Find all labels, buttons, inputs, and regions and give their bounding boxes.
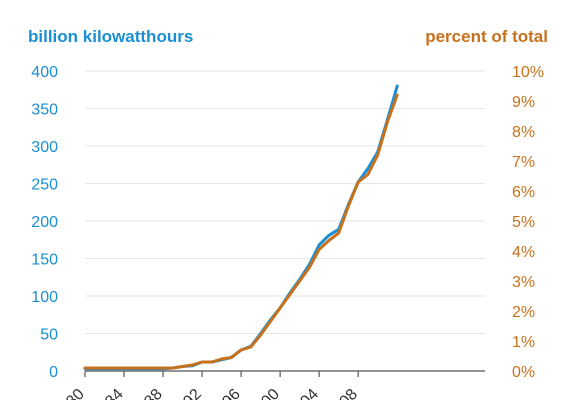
right-tick-label: 10% [512, 64, 544, 81]
x-tick-label: 80 [63, 386, 88, 400]
right-tick-label: 4% [512, 244, 535, 261]
left-tick-label: 0 [49, 364, 58, 381]
x-tick-label: 00 [258, 386, 283, 400]
left-tick-label: 350 [31, 102, 58, 119]
right-tick-label: 0% [512, 364, 535, 381]
right-tick-label: 5% [512, 214, 535, 231]
left-tick-label: 100 [31, 289, 58, 306]
x-axis-ticks: 80 84 88 92 96 00 04 08 [63, 370, 485, 400]
right-tick-label: 7% [512, 154, 535, 171]
gridlines [85, 70, 485, 334]
right-tick-label: 3% [512, 274, 535, 291]
x-tick-label: 84 [102, 386, 127, 400]
billion-kwh-line [83, 84, 399, 371]
percent-of-total-line [83, 93, 399, 370]
x-tick-label: 04 [297, 386, 322, 400]
right-tick-label: 6% [512, 184, 535, 201]
left-axis-title: billion kilowatthours [28, 27, 193, 46]
right-axis-title: percent of total [425, 27, 548, 46]
x-tick-label: 08 [336, 386, 361, 400]
x-tick-label: 92 [180, 386, 205, 400]
left-tick-label: 250 [31, 177, 58, 194]
left-tick-label: 200 [31, 214, 58, 231]
right-tick-label: 2% [512, 304, 535, 321]
right-tick-label: 9% [512, 94, 535, 111]
left-axis-ticks: 0 50 100 150 200 250 300 350 400 [31, 64, 58, 381]
left-tick-label: 400 [31, 64, 58, 81]
right-axis-ticks: 0% 1% 2% 3% 4% 5% 6% 7% 8% 9% 10% [512, 64, 544, 381]
right-tick-label: 8% [512, 124, 535, 141]
left-tick-label: 300 [31, 139, 58, 156]
right-tick-label: 1% [512, 334, 535, 351]
x-tick-label: 88 [141, 386, 166, 400]
left-tick-label: 150 [31, 252, 58, 269]
x-tick-label: 96 [219, 386, 244, 400]
series-lines [83, 84, 399, 371]
left-tick-label: 50 [40, 327, 58, 344]
